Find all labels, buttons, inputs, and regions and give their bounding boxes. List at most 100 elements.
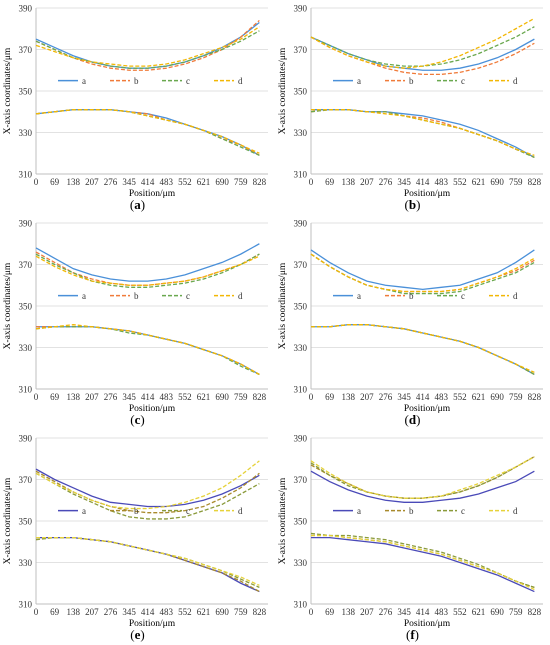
y-tick-label: 370	[19, 475, 33, 485]
chart-svg-d: 310 330 350 370 390 0 69 138 207 276 345 414 483 552 6…	[278, 219, 543, 414]
y-tick-label: 370	[294, 260, 308, 270]
caption-letter: f	[410, 627, 415, 642]
x-tick-label: 690	[490, 392, 504, 402]
legend-label-b: b	[409, 76, 414, 86]
legend-label-b: b	[409, 506, 414, 516]
y-tick-label: 350	[19, 517, 33, 527]
x-tick-label: 0	[309, 392, 314, 402]
x-tick-label: 483	[160, 607, 174, 617]
x-tick-label: 690	[490, 177, 504, 187]
x-axis-label: Position/μm	[404, 189, 451, 199]
series-a-upper-line	[310, 249, 535, 291]
x-tick-label: 552	[178, 177, 192, 187]
series-b-upper-line	[310, 36, 535, 76]
y-tick-label: 370	[294, 475, 308, 485]
y-tick-label: 330	[19, 128, 33, 138]
chart-panel-a: 310 330 350 370 390 0 69 138 207 276 345 414 483 552 6…	[0, 0, 275, 215]
series-d-upper-line	[35, 460, 260, 510]
x-axis-label: Position/μm	[129, 404, 176, 414]
y-tick-label: 350	[294, 302, 308, 312]
legend-label-c: c	[461, 76, 465, 86]
x-tick-label: 759	[234, 607, 248, 617]
x-tick-label: 414	[141, 177, 155, 187]
x-tick-label: 69	[325, 607, 335, 617]
series-a-upper-line	[35, 243, 260, 282]
series-c-upper-line	[310, 456, 535, 499]
series-b-lower-line	[311, 534, 535, 589]
x-tick-label: 828	[528, 392, 542, 402]
legend-label-a: a	[82, 506, 86, 516]
x-tick-label: 276	[104, 607, 118, 617]
caption-letter: a	[134, 197, 141, 212]
series-d-upper-line	[310, 456, 535, 499]
series-d-upper-line	[35, 26, 260, 67]
legend-label-c: c	[186, 76, 190, 86]
chart-panel-e: 310 330 350 370 390 0 69 138 207 276 345 414 483 552 6…	[0, 430, 275, 645]
x-tick-label: 345	[122, 177, 136, 187]
legend-label-d: d	[238, 76, 243, 86]
x-tick-label: 621	[472, 177, 486, 187]
x-tick-label: 552	[453, 177, 467, 187]
series-c-upper-line	[35, 30, 260, 69]
x-tick-label: 828	[253, 607, 267, 617]
x-tick-label: 483	[435, 607, 449, 617]
y-tick-label: 310	[294, 170, 308, 180]
y-tick-label: 310	[19, 385, 33, 395]
y-tick-label: 330	[294, 343, 308, 353]
series-c-upper-line	[35, 472, 260, 520]
x-tick-label: 276	[104, 177, 118, 187]
y-tick-label: 390	[294, 219, 308, 229]
legend-label-d: d	[513, 76, 518, 86]
x-tick-label: 483	[435, 177, 449, 187]
y-tick-label: 390	[19, 434, 33, 444]
series-b-lower-line	[36, 326, 260, 376]
x-tick-label: 414	[416, 607, 430, 617]
caption-f: (f)	[405, 627, 420, 642]
series-d-lower-line	[311, 109, 535, 156]
x-axis-label: Position/μm	[129, 619, 176, 629]
series-b-lower-line	[36, 536, 260, 593]
y-tick-label: 370	[19, 260, 33, 270]
y-tick-label: 330	[19, 558, 33, 568]
series-d-lower-line	[311, 534, 535, 591]
legend-label-b: b	[134, 506, 139, 516]
x-tick-label: 0	[34, 177, 39, 187]
legend-label-a: a	[82, 291, 86, 301]
x-tick-label: 207	[360, 392, 374, 402]
x-tick-label: 69	[50, 607, 60, 617]
series-a-lower-line	[36, 326, 260, 376]
legend-label-a: a	[82, 76, 86, 86]
caption-b: (b)	[404, 197, 421, 212]
x-tick-label: 690	[490, 607, 504, 617]
legend-label-d: d	[238, 291, 243, 301]
chart-svg-f: 310 330 350 370 390 0 69 138 207 276 345 414 483 552 6…	[278, 434, 543, 629]
x-tick-label: 759	[234, 177, 248, 187]
series-a-lower-line	[311, 536, 535, 593]
x-tick-label: 552	[178, 392, 192, 402]
x-tick-label: 759	[234, 392, 248, 402]
x-tick-label: 138	[341, 177, 355, 187]
chart-svg-e: 310 330 350 370 390 0 69 138 207 276 345 414 483 552 6…	[3, 434, 268, 629]
caption-letter: e	[134, 627, 141, 642]
x-tick-label: 690	[215, 177, 229, 187]
x-tick-label: 414	[141, 607, 155, 617]
x-tick-label: 552	[453, 392, 467, 402]
chart-svg-a: 310 330 350 370 390 0 69 138 207 276 345 414 483 552 6…	[3, 4, 268, 199]
y-tick-label: 350	[19, 302, 33, 312]
x-tick-label: 690	[215, 392, 229, 402]
legend-label-a: a	[357, 76, 361, 86]
y-axis-label: X-axis coordinates/μm	[278, 262, 288, 349]
y-tick-label: 310	[19, 600, 33, 610]
x-axis-label: Position/μm	[129, 189, 176, 199]
x-tick-label: 138	[341, 392, 355, 402]
x-tick-label: 276	[379, 392, 393, 402]
x-tick-label: 414	[141, 392, 155, 402]
y-tick-label: 390	[294, 4, 308, 14]
legend-label-d: d	[513, 291, 518, 301]
legend-label-a: a	[357, 291, 361, 301]
caption-letter: d	[408, 412, 417, 427]
legend-label-a: a	[357, 506, 361, 516]
x-tick-label: 552	[178, 607, 192, 617]
chart-panel-f: 310 330 350 370 390 0 69 138 207 276 345 414 483 552 6…	[275, 430, 550, 645]
x-axis-label: Position/μm	[404, 404, 451, 414]
